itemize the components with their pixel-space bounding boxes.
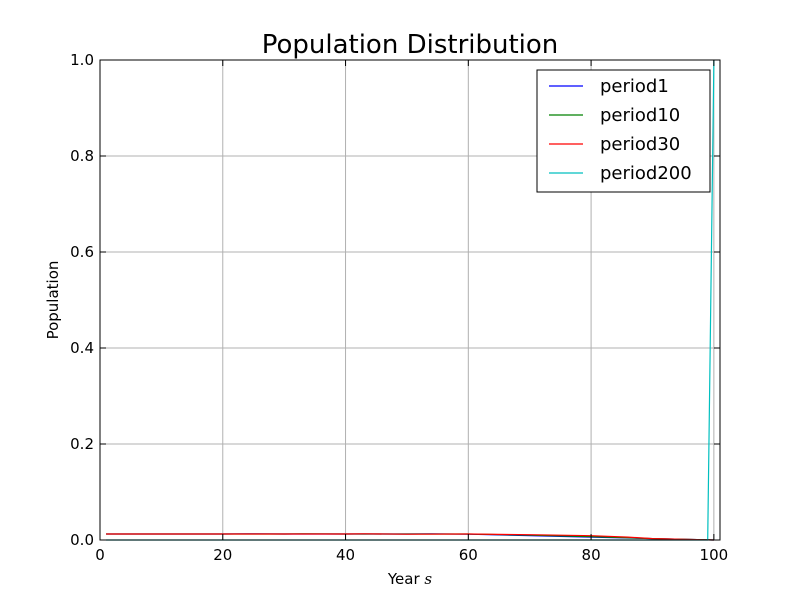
legend-box	[536, 69, 711, 193]
legend-label-period1: period1	[600, 76, 669, 97]
y-axis-label: Population	[44, 261, 62, 340]
y-tick-label: 0.2	[70, 435, 94, 453]
legend-label-period30: period30	[600, 134, 680, 155]
legend-items: period1 period10 period30 period200	[549, 76, 692, 184]
x-tick-label: 80	[582, 546, 601, 564]
plot-frame	[99, 59, 721, 541]
x-tick-label: 100	[700, 546, 729, 564]
chart-title: Population Distribution	[262, 30, 559, 60]
y-tick-label: 0.6	[70, 243, 94, 261]
x-tick-label: 0	[95, 546, 105, 564]
y-tick-label: 0.4	[70, 339, 94, 357]
tick-labels: 0 20 40 60 80 100 0.0 0.2 0.4 0.6 0.8 1.0	[70, 51, 728, 564]
x-axis-label-text: Year	[387, 570, 421, 588]
series-line-period30	[106, 533, 714, 541]
x-axis-label-math: s	[424, 570, 432, 588]
x-tick-label: 60	[459, 546, 478, 564]
y-tick-label: 0.0	[70, 531, 94, 549]
legend: period1 period10 period30 period200	[536, 69, 711, 193]
x-tick-label: 20	[213, 546, 232, 564]
legend-label-period10: period10	[600, 105, 680, 126]
y-tick-label: 0.8	[70, 147, 94, 165]
legend-label-period200: period200	[600, 163, 692, 184]
x-axis-label: Year s	[387, 570, 433, 588]
x-tick-label: 40	[336, 546, 355, 564]
y-tick-label: 1.0	[70, 51, 94, 69]
axis-ticks	[99, 59, 720, 541]
